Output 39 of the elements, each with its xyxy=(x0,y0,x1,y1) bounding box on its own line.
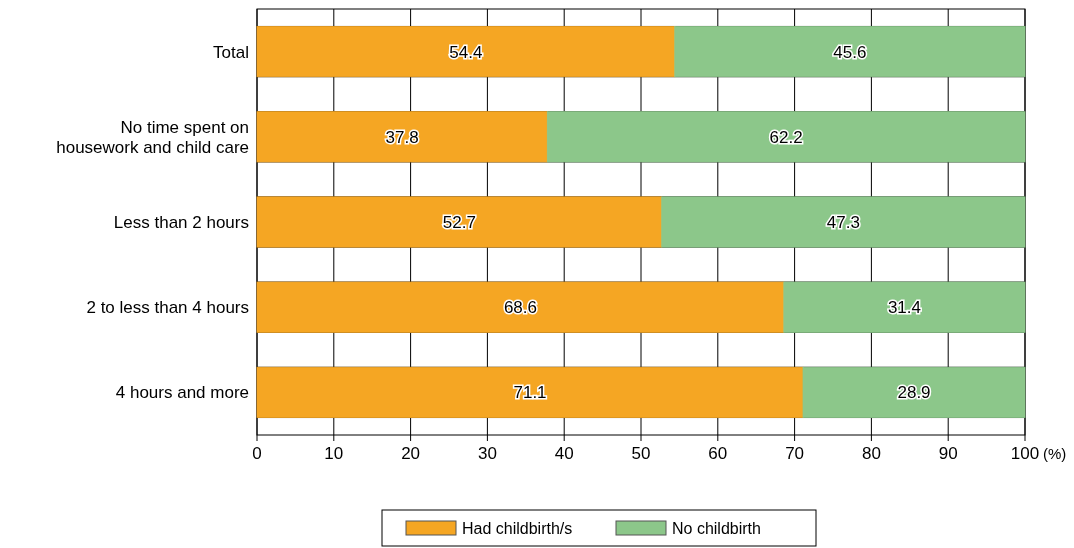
legend-label: Had childbirth/s xyxy=(462,519,573,537)
y-tick-label: 4 hours and more xyxy=(115,383,249,403)
x-tick-label: 0 xyxy=(252,444,262,463)
bar xyxy=(256,26,676,78)
x-tick-label: 90 xyxy=(938,444,958,463)
x-tick-label: 40 xyxy=(554,444,574,463)
bar xyxy=(256,281,785,333)
bar xyxy=(674,26,1026,78)
x-tick-label: 80 xyxy=(861,444,881,463)
bar xyxy=(256,366,804,418)
bar xyxy=(546,111,1026,163)
data-label: 54.4 xyxy=(449,42,483,62)
bar xyxy=(256,196,663,248)
bar xyxy=(783,281,1026,333)
data-label: 52.7 xyxy=(442,212,476,232)
data-label: 31.4 xyxy=(887,298,921,318)
data-label: 37.8 xyxy=(385,127,419,147)
bar xyxy=(802,366,1026,418)
data-label: 28.9 xyxy=(897,383,931,403)
y-tick-label: Total xyxy=(213,42,249,62)
data-label: 62.2 xyxy=(769,127,803,147)
data-label: 45.6 xyxy=(833,42,867,62)
x-tick-label: 60 xyxy=(708,444,728,463)
x-tick-label: 10 xyxy=(324,444,344,463)
y-tick-label: No time spent on housework and child care xyxy=(56,117,249,157)
data-label: 71.1 xyxy=(513,383,547,403)
y-tick-label: Less than 2 hours xyxy=(113,212,249,232)
bar xyxy=(256,111,548,163)
x-axis-title: (%) xyxy=(1043,445,1067,462)
x-tick-label: 100 xyxy=(1010,444,1040,463)
x-tick-label: 50 xyxy=(631,444,651,463)
legend-label: No childbirth xyxy=(672,519,761,537)
data-label: 47.3 xyxy=(826,212,860,232)
x-tick-label: 30 xyxy=(477,444,497,463)
data-label: 68.6 xyxy=(503,298,537,318)
bar xyxy=(661,196,1026,248)
x-tick-label: 70 xyxy=(785,444,805,463)
x-tick-label: 20 xyxy=(401,444,421,463)
y-tick-label: 2 to less than 4 hours xyxy=(86,298,249,318)
